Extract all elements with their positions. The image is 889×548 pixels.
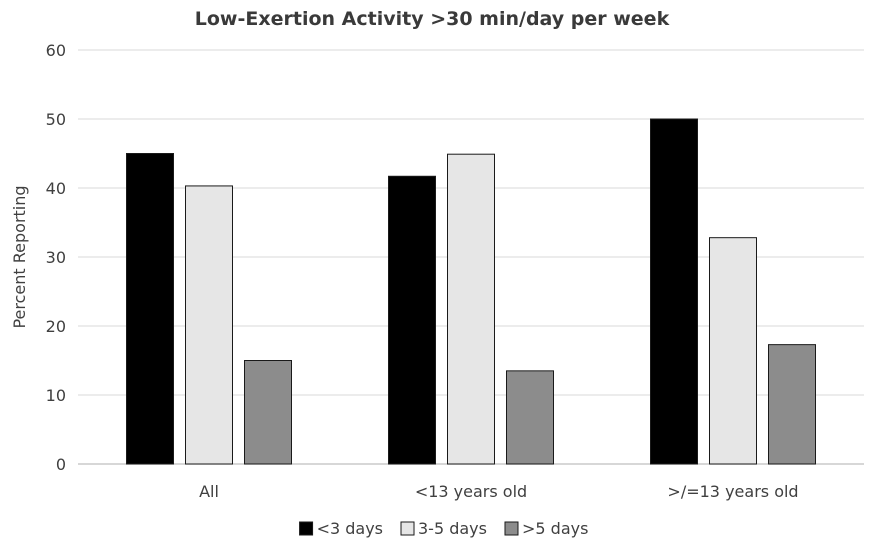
- bar-gt5-0: [244, 360, 292, 465]
- legend-item: <3 days: [299, 519, 383, 538]
- legend-item: >5 days: [504, 519, 588, 538]
- y-tick-label: 50: [46, 110, 66, 129]
- y-axis-ticks: 0 10 20 30 40 50 60: [46, 41, 66, 474]
- legend-label: >5 days: [522, 519, 588, 538]
- legend: <3 days 3-5 days >5 days: [299, 519, 588, 538]
- x-tick-label: >/=13 years old: [667, 482, 798, 501]
- y-tick-label: 10: [46, 386, 66, 405]
- chart-title: Low-Exertion Activity >30 min/day per we…: [195, 8, 670, 30]
- legend-label: <3 days: [317, 519, 383, 538]
- legend-swatch: [504, 521, 519, 536]
- bar-3to5-1: [447, 153, 495, 465]
- y-tick-label: 0: [56, 455, 66, 474]
- x-axis-ticks: All <13 years old >/=13 years old: [199, 482, 799, 501]
- bar-gt5-2: [768, 344, 816, 465]
- bar-lt3-1: [388, 175, 436, 465]
- legend-label: 3-5 days: [418, 519, 487, 538]
- bar-lt3-2: [650, 118, 698, 465]
- bar-gt5-1: [506, 370, 554, 465]
- x-tick-label: All: [199, 482, 219, 501]
- bar-lt3-0: [126, 153, 174, 465]
- bar-3to5-0: [185, 185, 233, 465]
- bar-3to5-2: [709, 237, 757, 465]
- legend-swatch: [299, 521, 314, 536]
- legend-swatch: [400, 521, 415, 536]
- legend-item: 3-5 days: [400, 519, 487, 538]
- y-tick-label: 30: [46, 248, 66, 267]
- y-tick-label: 60: [46, 41, 66, 60]
- x-tick-label: <13 years old: [415, 482, 527, 501]
- bars: [126, 118, 816, 465]
- y-tick-label: 20: [46, 317, 66, 336]
- y-tick-label: 40: [46, 179, 66, 198]
- y-axis-label: Percent Reporting: [10, 185, 29, 328]
